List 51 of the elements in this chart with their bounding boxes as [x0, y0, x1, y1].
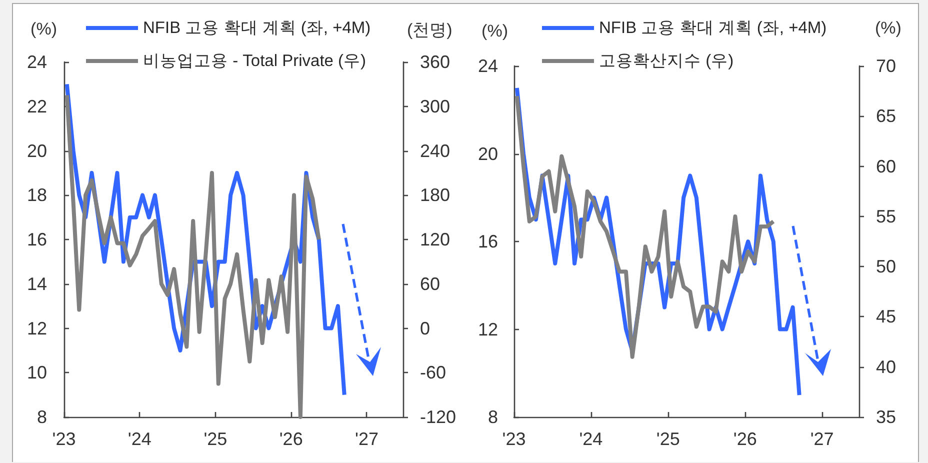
y-tick-label: 24 [26, 52, 47, 72]
y2-tick-label: 240 [420, 140, 450, 161]
y-tick-label: 16 [26, 230, 47, 250]
y2-axis-title: (천명) [407, 20, 452, 40]
y2-tick-label: 70 [876, 56, 896, 76]
y2-tick-label: 60 [876, 156, 896, 176]
y2-tick-label: 35 [876, 407, 896, 427]
y2-tick-label: -120 [420, 407, 456, 427]
y2-tick-label: 50 [876, 256, 896, 277]
y-axis-title: (%) [30, 20, 57, 38]
x-tick-label: '26 [733, 429, 757, 449]
y2-tick-label: 360 [420, 52, 450, 72]
y-tick-label: 14 [26, 274, 47, 294]
y2-tick-label: 55 [876, 206, 896, 226]
legend-label: NFIB 고용 확대 계획 (좌, +4M) [599, 19, 827, 37]
y-tick-label: 12 [26, 318, 47, 338]
y-axis-title: (%) [482, 22, 508, 40]
x-tick-label: '25 [204, 429, 228, 449]
legend-label: 비농업고용 - Total Private (우) [143, 52, 366, 70]
line-series [64, 93, 321, 419]
y2-tick-label: -60 [420, 362, 446, 383]
y2-tick-label: 120 [420, 230, 450, 250]
legend-label: 고용확산지수 (우) [599, 52, 734, 70]
y-tick-label: 10 [26, 362, 47, 383]
y-tick-label: 8 [488, 407, 498, 427]
x-tick-label: '25 [656, 429, 680, 449]
y-tick-label: 20 [478, 144, 498, 164]
x-tick-label: '23 [502, 429, 526, 449]
y2-tick-label: 40 [876, 356, 896, 377]
y2-axis-title: (%) [875, 18, 902, 38]
x-tick-label: '23 [52, 429, 76, 449]
x-tick-label: '27 [355, 429, 378, 449]
y2-tick-label: 60 [420, 274, 440, 294]
y-tick-label: 16 [478, 232, 498, 252]
x-tick-label: '24 [128, 429, 152, 449]
line-series [514, 94, 776, 359]
x-tick-label: '27 [810, 429, 834, 449]
y-tick-label: 8 [36, 407, 47, 427]
x-tick-label: '26 [279, 429, 303, 449]
y2-tick-label: 65 [876, 106, 896, 126]
y-tick-label: 20 [26, 140, 47, 161]
y2-tick-label: 45 [876, 306, 896, 327]
y2-tick-label: 180 [420, 185, 450, 206]
legend-label: NFIB 고용 확대 계획 (좌, +4M) [143, 19, 371, 37]
y2-tick-label: 300 [420, 96, 450, 116]
y2-tick-label: 0 [420, 318, 430, 338]
x-tick-label: '24 [579, 429, 603, 449]
y-tick-label: 12 [478, 319, 498, 340]
y-tick-label: 18 [26, 185, 47, 206]
y-tick-label: 22 [26, 96, 47, 116]
y-tick-label: 24 [478, 56, 498, 76]
